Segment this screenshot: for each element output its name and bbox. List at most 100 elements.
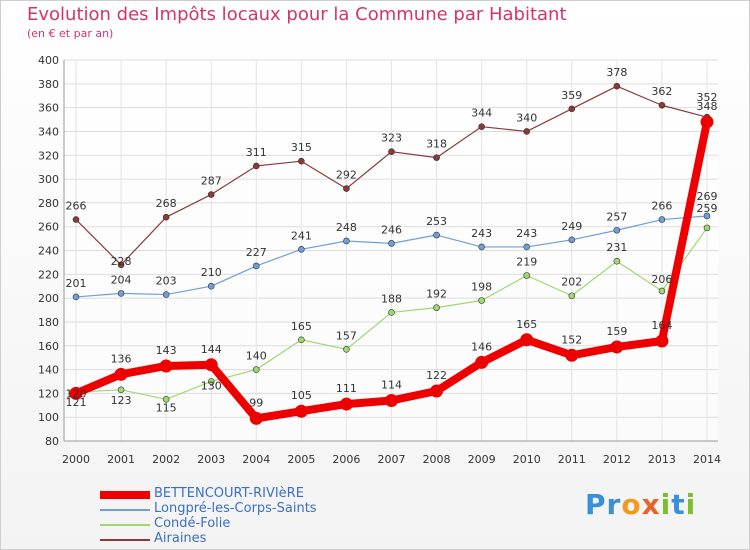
data-label: 143 — [156, 344, 177, 357]
series-point-2 — [162, 396, 170, 403]
data-label: 348 — [697, 100, 718, 113]
y-tick-label: 100 — [38, 411, 59, 424]
series-point-1 — [207, 282, 215, 290]
series-point-3 — [523, 128, 531, 135]
x-tick-label: 2006 — [332, 453, 360, 466]
legend-label: Condé-Folie — [154, 516, 231, 531]
y-tick-label: 280 — [38, 197, 59, 210]
data-label: 249 — [561, 220, 582, 233]
data-label: 287 — [201, 175, 222, 188]
series-point-2 — [343, 346, 350, 353]
series-point-2 — [523, 272, 531, 279]
series-point-1 — [343, 237, 350, 245]
series-point-3 — [613, 82, 621, 90]
series-point-1 — [388, 240, 395, 247]
data-label: 266 — [66, 200, 87, 213]
data-label: 165 — [291, 320, 312, 333]
data-label: 157 — [336, 329, 357, 342]
data-label: 136 — [111, 352, 132, 365]
data-label: 378 — [606, 66, 627, 79]
series-point-3 — [252, 162, 260, 170]
data-label: 198 — [471, 281, 492, 294]
x-tick-label: 2007 — [378, 453, 406, 466]
series-point-3 — [658, 101, 666, 109]
data-label: 266 — [651, 200, 672, 213]
x-tick-label: 2003 — [197, 453, 225, 466]
series-point-1 — [433, 231, 440, 239]
y-tick-label: 260 — [38, 221, 59, 234]
data-label: 246 — [381, 223, 402, 236]
legend-swatch — [100, 524, 150, 526]
data-label: 359 — [561, 89, 582, 102]
x-tick-label: 2013 — [648, 453, 676, 466]
data-label: 344 — [471, 107, 492, 120]
y-tick-label: 180 — [38, 316, 59, 329]
data-label: 146 — [471, 340, 492, 353]
series-point-0 — [475, 355, 489, 369]
series-point-2 — [117, 386, 125, 394]
data-label: 231 — [606, 241, 627, 254]
x-tick-label: 2012 — [603, 453, 631, 466]
y-tick-label: 300 — [38, 173, 59, 186]
chart-subtitle: (en € et par an) — [27, 27, 114, 40]
data-label: 315 — [291, 141, 312, 154]
y-tick-label: 200 — [38, 292, 59, 305]
data-label: 105 — [291, 389, 312, 402]
y-tick-label: 120 — [38, 387, 59, 400]
series-point-3 — [207, 191, 215, 198]
series-point-2 — [433, 304, 440, 311]
series-point-3 — [298, 157, 305, 165]
series-point-1 — [703, 212, 711, 220]
x-tick-label: 2014 — [693, 453, 721, 466]
y-tick-label: 240 — [38, 245, 59, 258]
y-tick-label: 160 — [38, 340, 59, 353]
y-tick-label: 140 — [38, 364, 59, 377]
data-label: 311 — [246, 146, 267, 159]
chart-title: Evolution des Impôts locaux pour la Comm… — [27, 4, 567, 25]
series-point-3 — [72, 216, 80, 223]
series-point-2 — [298, 336, 305, 344]
logo-letter: i — [685, 488, 697, 521]
series-point-1 — [568, 236, 576, 244]
series-point-1 — [117, 290, 125, 297]
data-label: 204 — [111, 273, 132, 286]
x-tick-label: 2010 — [513, 453, 541, 466]
data-label: 130 — [201, 379, 222, 392]
data-label: 203 — [156, 275, 177, 288]
series-point-0 — [294, 404, 308, 418]
logo-letter: P — [585, 488, 607, 521]
legend-swatch — [100, 509, 150, 511]
data-label: 292 — [336, 169, 357, 182]
series-point-2 — [613, 257, 621, 265]
data-label: 227 — [246, 246, 267, 259]
series-point-2 — [478, 297, 485, 304]
logo-letter: r — [606, 488, 622, 521]
series-point-0 — [114, 367, 128, 381]
proxiti-logo: Proxiti — [585, 488, 696, 521]
legend-swatch — [100, 491, 150, 499]
data-label: 144 — [201, 343, 222, 356]
data-label: 202 — [561, 276, 582, 289]
data-label: 114 — [381, 379, 402, 392]
data-label: 152 — [561, 333, 582, 346]
y-tick-label: 360 — [38, 102, 59, 115]
series-point-0 — [385, 394, 398, 408]
legend-label: Airaines — [154, 531, 207, 546]
data-label: 123 — [111, 394, 132, 407]
series-point-3 — [343, 185, 350, 192]
series-point-1 — [613, 226, 621, 234]
data-label: 318 — [426, 138, 447, 151]
data-label: 257 — [606, 210, 627, 223]
data-label: 268 — [156, 197, 177, 210]
x-tick-label: 2005 — [287, 453, 315, 466]
y-tick-label: 80 — [45, 435, 59, 448]
data-label: 120 — [66, 387, 87, 400]
series-point-2 — [703, 224, 711, 232]
series-point-3 — [568, 105, 576, 113]
series-point-2 — [388, 309, 395, 316]
logo-letter: x — [641, 488, 661, 521]
data-label: 201 — [66, 277, 87, 290]
data-label: 188 — [381, 292, 402, 305]
data-label: 219 — [516, 256, 537, 269]
series-point-3 — [388, 148, 395, 155]
